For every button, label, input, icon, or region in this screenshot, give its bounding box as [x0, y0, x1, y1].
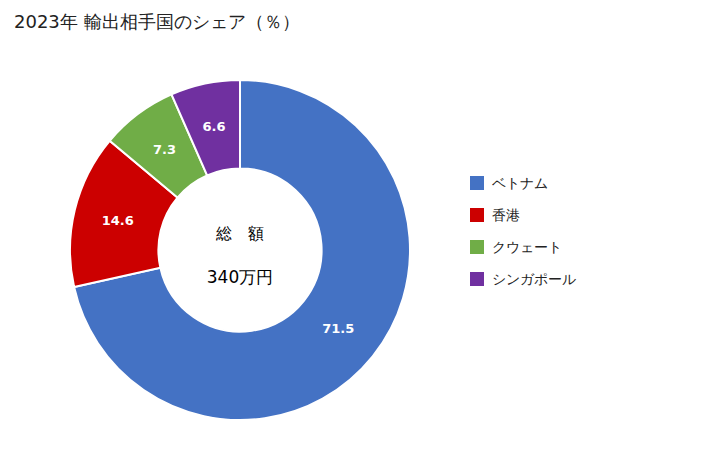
legend-swatch	[470, 272, 484, 286]
legend-label: シンガポール	[492, 271, 576, 287]
data-label: 71.5	[322, 321, 354, 336]
center-annotation: 340万円	[207, 267, 273, 287]
legend-label: クウェート	[492, 239, 562, 255]
legend-label: ベトナム	[492, 175, 548, 191]
legend-swatch	[470, 240, 484, 254]
center-annotation: 総 額	[215, 224, 264, 243]
legend: ベトナム香港クウェートシンガポール	[470, 175, 576, 287]
legend-swatch	[470, 176, 484, 190]
legend-swatch	[470, 208, 484, 222]
data-label: 7.3	[153, 142, 176, 157]
chart-container: 2023年 輸出相手国のシェア（％） 71.5 14.6 7.3 6.6 総 額 340万円…	[0, 0, 728, 450]
background	[0, 0, 728, 450]
slice	[172, 80, 240, 175]
chart-svg: 2023年 輸出相手国のシェア（％） 71.5 14.6 7.3 6.6 総 額 340万円…	[0, 0, 728, 450]
slices	[70, 80, 410, 420]
legend-label: 香港	[492, 207, 520, 223]
data-labels: 71.5 14.6 7.3 6.6	[102, 119, 354, 336]
data-label: 6.6	[203, 119, 226, 134]
data-label: 14.6	[102, 213, 134, 228]
chart-title: 2023年 輸出相手国のシェア（％）	[14, 11, 300, 32]
